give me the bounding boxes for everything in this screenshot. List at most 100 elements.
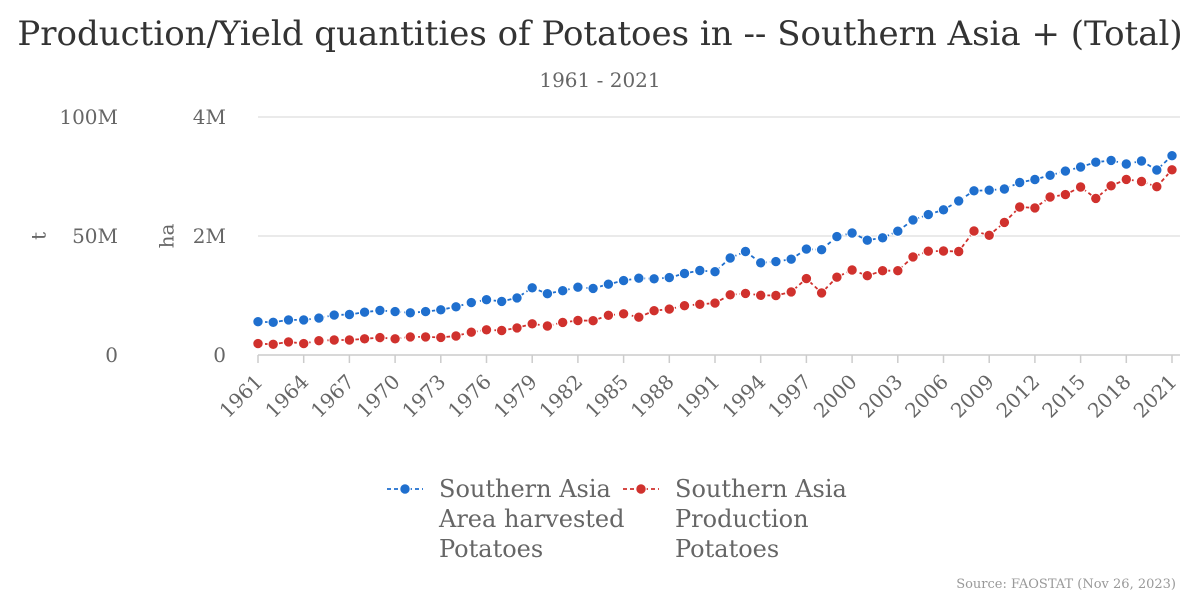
data-point[interactable] (1105, 154, 1117, 167)
data-point[interactable] (1135, 175, 1148, 188)
data-point[interactable] (298, 337, 310, 350)
data-point[interactable] (511, 292, 523, 304)
data-point[interactable] (435, 331, 447, 344)
data-point[interactable] (785, 253, 797, 265)
data-point[interactable] (815, 287, 828, 299)
data-point[interactable] (922, 208, 934, 221)
data-point[interactable] (648, 305, 660, 317)
data-point[interactable] (252, 316, 264, 328)
data-point[interactable] (922, 245, 934, 257)
data-point[interactable] (633, 272, 645, 284)
data-point[interactable] (1029, 173, 1041, 186)
data-point[interactable] (998, 183, 1011, 195)
data-point[interactable] (724, 252, 736, 264)
data-point[interactable] (496, 324, 508, 337)
data-point[interactable] (450, 301, 462, 313)
data-point[interactable] (815, 244, 828, 256)
data-point[interactable] (374, 331, 386, 344)
data-point[interactable] (343, 334, 356, 346)
legend-item[interactable]: Southern Asia Production Potatoes (621, 474, 857, 564)
data-point[interactable] (389, 305, 401, 318)
data-point[interactable] (298, 314, 310, 326)
data-point[interactable] (328, 334, 340, 346)
data-point[interactable] (511, 322, 523, 334)
data-point[interactable] (282, 314, 295, 326)
data-point[interactable] (1135, 155, 1148, 167)
data-point[interactable] (785, 286, 797, 298)
data-point[interactable] (1166, 150, 1178, 162)
data-point[interactable] (572, 281, 584, 293)
data-point[interactable] (907, 214, 919, 226)
data-point[interactable] (1074, 181, 1087, 193)
data-point[interactable] (1029, 202, 1041, 214)
data-point[interactable] (465, 326, 477, 338)
data-point[interactable] (953, 195, 965, 207)
data-point[interactable] (252, 337, 264, 350)
data-point[interactable] (389, 333, 401, 345)
data-point[interactable] (663, 303, 675, 315)
data-point[interactable] (968, 225, 980, 237)
data-point[interactable] (861, 270, 873, 282)
data-point[interactable] (480, 294, 493, 306)
data-point[interactable] (374, 304, 386, 317)
data-point[interactable] (983, 229, 995, 242)
data-point[interactable] (313, 312, 325, 324)
data-point[interactable] (541, 320, 554, 332)
data-point[interactable] (526, 282, 538, 294)
data-point[interactable] (709, 297, 721, 309)
data-point[interactable] (404, 331, 416, 343)
data-point[interactable] (998, 216, 1011, 229)
data-point[interactable] (937, 204, 950, 216)
data-point[interactable] (313, 335, 325, 347)
data-point[interactable] (587, 282, 599, 295)
data-point[interactable] (1120, 158, 1133, 170)
data-point[interactable] (419, 331, 432, 343)
data-point[interactable] (1105, 180, 1117, 192)
data-point[interactable] (602, 309, 615, 321)
data-point[interactable] (572, 314, 584, 327)
data-point[interactable] (876, 232, 889, 244)
data-point[interactable] (1151, 164, 1163, 176)
data-point[interactable] (1090, 156, 1102, 168)
data-point[interactable] (694, 264, 706, 277)
data-point[interactable] (633, 311, 645, 323)
data-point[interactable] (1120, 173, 1133, 186)
data-point[interactable] (617, 274, 630, 287)
data-point[interactable] (267, 316, 279, 328)
data-point[interactable] (907, 251, 919, 263)
data-point[interactable] (800, 272, 813, 285)
data-point[interactable] (267, 338, 279, 350)
data-point[interactable] (358, 333, 371, 345)
data-point[interactable] (892, 225, 904, 237)
data-point[interactable] (800, 243, 813, 255)
data-point[interactable] (1090, 192, 1102, 205)
data-point[interactable] (770, 289, 782, 302)
data-point[interactable] (1059, 188, 1072, 201)
data-point[interactable] (739, 287, 752, 300)
data-point[interactable] (450, 330, 462, 342)
data-point[interactable] (755, 289, 767, 301)
data-point[interactable] (876, 265, 889, 277)
data-point[interactable] (892, 265, 904, 277)
data-point[interactable] (1074, 161, 1087, 173)
data-point[interactable] (496, 295, 508, 308)
data-point[interactable] (1044, 169, 1056, 182)
legend-item[interactable]: Southern Asia Area harvested Potatoes (385, 474, 624, 564)
data-point[interactable] (739, 245, 752, 258)
data-point[interactable] (968, 185, 980, 197)
data-point[interactable] (709, 266, 721, 278)
data-point[interactable] (663, 271, 675, 284)
data-point[interactable] (541, 288, 554, 300)
data-point[interactable] (770, 255, 782, 268)
data-point[interactable] (526, 318, 538, 330)
data-point[interactable] (343, 308, 356, 321)
data-point[interactable] (831, 230, 843, 243)
data-point[interactable] (694, 298, 706, 310)
data-point[interactable] (587, 315, 599, 327)
data-point[interactable] (435, 304, 447, 316)
data-point[interactable] (724, 289, 736, 301)
data-point[interactable] (648, 273, 660, 285)
data-point[interactable] (328, 309, 340, 321)
data-point[interactable] (846, 264, 858, 276)
data-point[interactable] (861, 234, 873, 246)
